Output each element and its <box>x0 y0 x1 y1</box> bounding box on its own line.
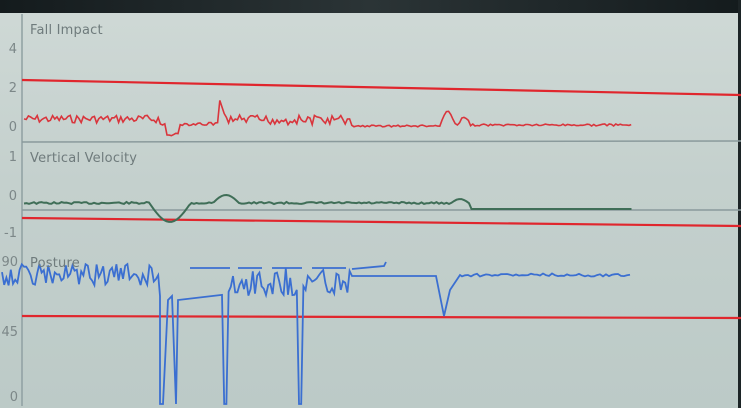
fall-impact-signal <box>23 100 632 137</box>
panel-divider-1 <box>21 140 741 143</box>
monitor-bezel-right <box>738 0 741 408</box>
posture-tick-0: 0 <box>9 390 18 405</box>
fall-impact-title: Fall Impact <box>30 23 103 38</box>
posture-threshold-line <box>21 314 741 320</box>
vertical-velocity-tick-minus-1: -1 <box>4 226 17 241</box>
fall-impact-tick-4: 4 <box>8 42 17 57</box>
monitor-bezel-top <box>0 0 741 13</box>
posture-tick-90: 90 <box>1 255 18 270</box>
posture-title: Posture <box>30 256 80 271</box>
fall-impact-threshold-line <box>21 78 741 97</box>
fall-impact-tick-0: 0 <box>8 120 17 135</box>
vertical-velocity-threshold-line <box>21 216 741 228</box>
vertical-velocity-tick-1: 1 <box>8 150 17 165</box>
fall-impact-tick-2: 2 <box>8 81 17 96</box>
vertical-velocity-signal <box>23 193 632 223</box>
posture-tick-45: 45 <box>1 325 18 340</box>
posture-signal <box>1 262 631 405</box>
vertical-velocity-tick-0: 0 <box>8 189 17 204</box>
axes <box>21 14 741 406</box>
vertical-velocity-title: Vertical Velocity <box>30 151 138 166</box>
posture-signal-segments <box>190 261 387 270</box>
